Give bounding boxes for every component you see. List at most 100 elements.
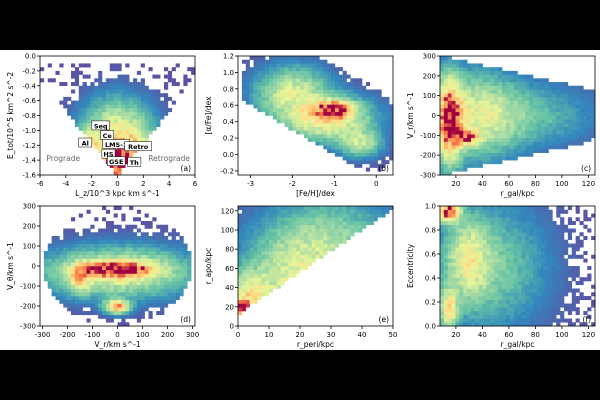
density-cell (74, 292, 80, 297)
density-cell (342, 78, 347, 83)
density-cell (358, 96, 363, 101)
density-cell (447, 224, 452, 229)
density-cell (571, 221, 576, 226)
density-cell (498, 67, 503, 72)
density-cell (525, 122, 530, 127)
density-cell (257, 213, 262, 218)
density-cell (498, 288, 503, 293)
density-cell (133, 93, 138, 98)
density-cell (78, 262, 83, 267)
density-cell (560, 209, 565, 214)
density-cell (307, 228, 312, 233)
density-cell (498, 213, 503, 218)
density-cell (591, 134, 596, 139)
density-cell (125, 307, 130, 312)
density-cell (362, 93, 367, 98)
density-cell (71, 254, 76, 259)
density-cell (334, 152, 340, 157)
density-cell (463, 217, 468, 222)
density-cell (455, 96, 460, 101)
density-cell (467, 284, 472, 289)
density-cell (327, 148, 332, 153)
density-cell (272, 104, 278, 109)
density-cell (125, 126, 130, 131)
density-cell (98, 281, 103, 286)
density-cell (144, 277, 149, 282)
density-cell (544, 228, 549, 233)
density-cell (296, 115, 301, 120)
density-cell (490, 254, 495, 259)
y-axis-label: r_apo/kpc (204, 248, 213, 285)
density-cell (467, 160, 472, 165)
density-cell (502, 108, 507, 113)
density-cell (529, 111, 534, 116)
density-cell (342, 108, 347, 113)
density-cell (327, 247, 332, 252)
density-cell (517, 258, 522, 263)
density-cell (548, 228, 553, 233)
density-cell (257, 239, 262, 244)
density-cell (467, 236, 472, 241)
density-cell (358, 126, 363, 131)
density-map (241, 56, 394, 172)
density-cell (280, 82, 285, 87)
y-tick-label: 0.2 (223, 135, 234, 143)
density-cell (583, 251, 588, 256)
density-cell (447, 311, 452, 316)
density-cell (521, 122, 526, 127)
density-cell (109, 284, 114, 289)
density-cell (552, 292, 557, 297)
density-cell (257, 209, 262, 214)
density-cell (276, 78, 281, 83)
density-cell (82, 236, 87, 241)
density-cell (486, 96, 491, 101)
density-cell (125, 239, 130, 244)
density-cell (451, 104, 456, 109)
density-cell (121, 284, 126, 289)
density-cell (571, 273, 576, 278)
density-cell (342, 228, 347, 233)
density-cell (525, 137, 530, 142)
density-cell (440, 160, 445, 165)
density-cell (377, 126, 382, 131)
density-cell (459, 130, 464, 135)
density-cell (323, 145, 328, 150)
density-cell (113, 273, 118, 278)
y-tick-label: 300 (423, 53, 436, 61)
density-cell (587, 228, 592, 233)
density-cell (245, 292, 250, 297)
density-cell (540, 122, 545, 127)
density-cell (82, 115, 87, 120)
density-cell (59, 296, 64, 301)
density-cell (284, 236, 289, 241)
density-cell (319, 236, 324, 241)
density-cell (556, 258, 561, 263)
density-cell (74, 254, 80, 259)
density-cell (443, 239, 449, 244)
density-cell (346, 119, 351, 124)
density-cell (59, 284, 64, 289)
density-cell (478, 251, 483, 256)
density-cell (113, 288, 118, 293)
density-cell (133, 296, 138, 301)
density-cell (474, 89, 480, 94)
density-cell (253, 273, 258, 278)
density-cell (587, 93, 592, 98)
density-cell (109, 258, 114, 263)
y-tick-label: -0.6 (22, 97, 36, 105)
density-cell (342, 89, 347, 94)
density-cell (152, 258, 157, 263)
density-cell (478, 292, 483, 297)
density-cell (117, 232, 122, 237)
density-cell (303, 224, 309, 229)
density-cell (525, 206, 530, 211)
density-cell (300, 85, 305, 90)
density-cell (319, 100, 324, 105)
density-cell (288, 239, 293, 244)
density-cell (560, 89, 565, 94)
density-cell (257, 292, 262, 297)
density-cell (55, 266, 60, 271)
density-cell (303, 217, 309, 222)
density-cell (249, 266, 254, 271)
density-cell (447, 82, 452, 87)
